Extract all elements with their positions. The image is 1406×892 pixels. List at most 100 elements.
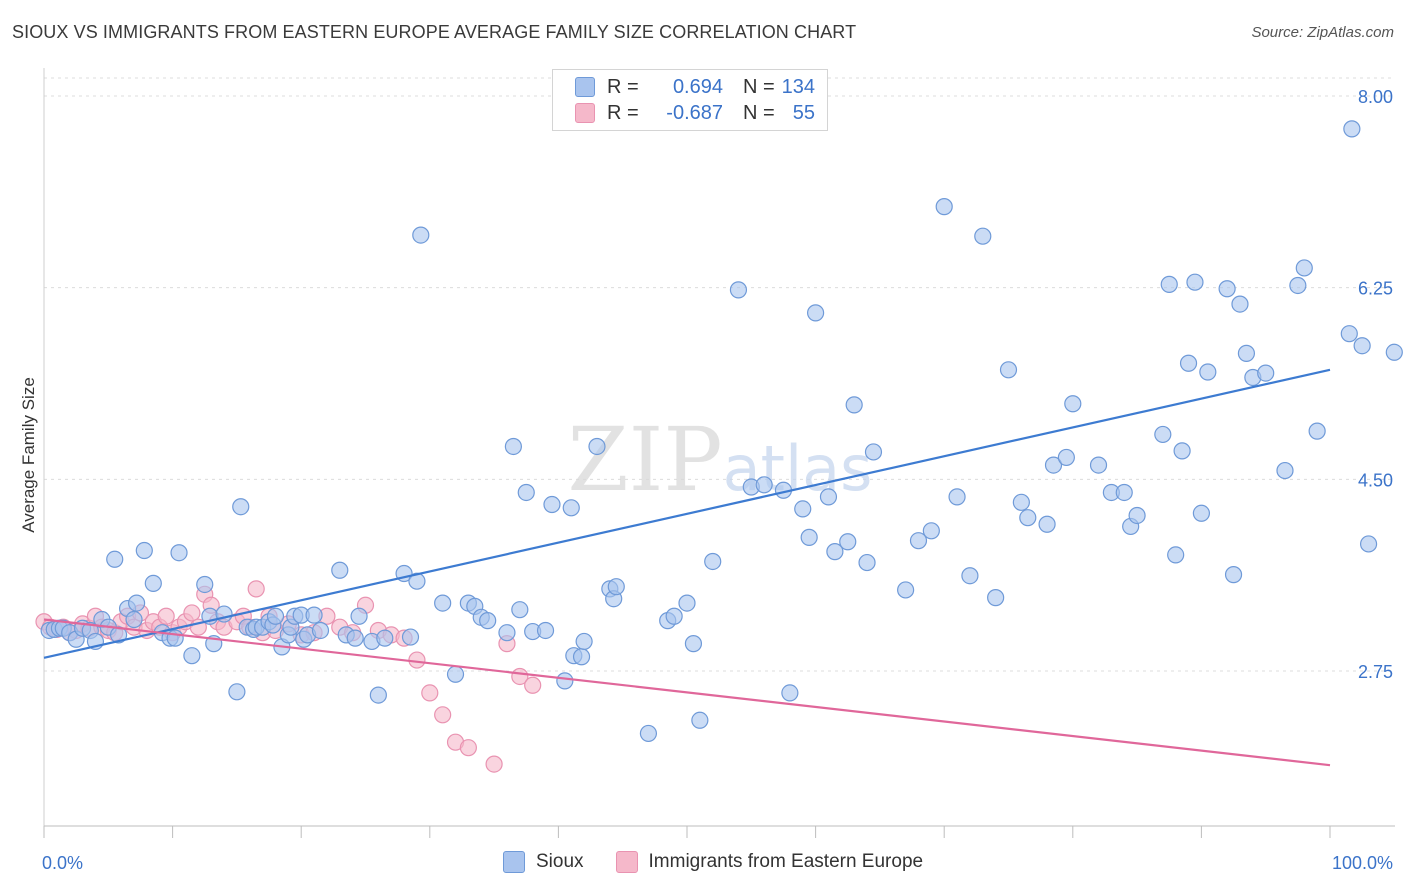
point-sioux[interactable] — [999, 361, 1018, 379]
point-sioux[interactable] — [543, 495, 561, 514]
point-sioux[interactable] — [704, 552, 722, 571]
point-sioux[interactable] — [974, 227, 992, 245]
point-eastern-europe[interactable] — [421, 684, 439, 702]
point-sioux[interactable] — [1224, 566, 1243, 584]
point-sioux[interactable] — [1167, 546, 1185, 564]
point-eastern-europe[interactable] — [459, 739, 477, 757]
point-sioux[interactable] — [935, 198, 953, 216]
point-sioux[interactable] — [1237, 344, 1256, 362]
point-sioux[interactable] — [864, 443, 883, 461]
point-sioux[interactable] — [1343, 120, 1361, 138]
point-sioux[interactable] — [350, 607, 368, 625]
point-sioux[interactable] — [498, 624, 516, 642]
point-sioux[interactable] — [1199, 363, 1217, 381]
point-sioux[interactable] — [331, 561, 349, 579]
point-sioux[interactable] — [678, 594, 696, 612]
point-sioux[interactable] — [412, 226, 430, 244]
point-sioux[interactable] — [109, 626, 128, 644]
point-sioux[interactable] — [183, 647, 201, 665]
point-sioux[interactable] — [1160, 275, 1178, 293]
point-sioux[interactable] — [909, 532, 928, 550]
point-eastern-europe[interactable] — [485, 755, 503, 773]
point-sioux[interactable] — [1173, 442, 1191, 460]
point-sioux[interactable] — [376, 629, 394, 647]
point-sioux[interactable] — [684, 635, 703, 653]
point-sioux[interactable] — [125, 610, 143, 629]
point-sioux[interactable] — [826, 543, 844, 561]
point-eastern-europe[interactable] — [183, 604, 201, 622]
point-sioux[interactable] — [639, 724, 658, 743]
point-sioux[interactable] — [1154, 425, 1172, 444]
point-sioux[interactable] — [948, 488, 966, 506]
point-sioux[interactable] — [1057, 448, 1075, 467]
point-sioux[interactable] — [987, 589, 1005, 607]
point-sioux[interactable] — [665, 607, 683, 625]
legend-item-sioux[interactable]: Sioux — [503, 851, 584, 873]
point-eastern-europe[interactable] — [247, 580, 265, 598]
point-sioux[interactable] — [961, 567, 979, 585]
point-eastern-europe[interactable] — [434, 706, 452, 724]
point-sioux[interactable] — [266, 607, 285, 625]
point-sioux[interactable] — [819, 488, 838, 506]
point-sioux[interactable] — [311, 621, 330, 640]
point-sioux[interactable] — [170, 544, 188, 562]
point-sioux[interactable] — [1295, 259, 1313, 277]
point-sioux[interactable] — [1276, 461, 1294, 480]
point-sioux[interactable] — [562, 499, 580, 517]
point-sioux[interactable] — [755, 476, 773, 494]
point-sioux[interactable] — [806, 304, 825, 322]
point-sioux[interactable] — [196, 575, 214, 594]
point-sioux[interactable] — [127, 594, 146, 612]
point-sioux[interactable] — [729, 281, 748, 299]
point-sioux[interactable] — [479, 612, 497, 630]
point-sioux[interactable] — [1128, 506, 1146, 525]
point-sioux[interactable] — [1353, 337, 1371, 355]
point-sioux[interactable] — [794, 500, 812, 518]
point-sioux[interactable] — [1385, 343, 1403, 361]
point-eastern-europe[interactable] — [157, 607, 175, 625]
point-sioux[interactable] — [1044, 456, 1063, 474]
point-sioux[interactable] — [1179, 354, 1198, 372]
point-sioux[interactable] — [446, 665, 465, 683]
point-sioux[interactable] — [166, 629, 184, 647]
point-sioux[interactable] — [369, 686, 387, 704]
point-sioux[interactable] — [839, 533, 857, 551]
point-sioux[interactable] — [1257, 364, 1275, 382]
point-sioux[interactable] — [800, 528, 818, 546]
point-sioux[interactable] — [1308, 422, 1326, 440]
point-sioux[interactable] — [1231, 295, 1249, 313]
legend-item-eastern-europe[interactable]: Immigrants from Eastern Europe — [615, 851, 923, 873]
point-sioux[interactable] — [691, 711, 709, 729]
point-sioux[interactable] — [144, 574, 162, 592]
point-sioux[interactable] — [1289, 276, 1307, 295]
point-sioux[interactable] — [1089, 456, 1108, 474]
point-sioux[interactable] — [135, 541, 153, 560]
point-sioux[interactable] — [1359, 535, 1378, 553]
point-sioux[interactable] — [232, 498, 250, 516]
point-sioux[interactable] — [1192, 504, 1211, 522]
point-sioux[interactable] — [1064, 395, 1082, 413]
point-sioux[interactable] — [434, 594, 452, 612]
point-eastern-europe[interactable] — [524, 676, 542, 694]
point-sioux[interactable] — [536, 621, 555, 640]
point-sioux[interactable] — [575, 632, 593, 651]
point-sioux[interactable] — [1218, 280, 1236, 298]
point-sioux[interactable] — [305, 606, 323, 624]
point-sioux[interactable] — [511, 601, 529, 619]
point-sioux[interactable] — [845, 396, 863, 414]
point-sioux[interactable] — [1186, 273, 1204, 291]
point-sioux[interactable] — [556, 672, 574, 690]
point-sioux[interactable] — [346, 629, 364, 647]
point-sioux[interactable] — [408, 572, 426, 590]
point-sioux[interactable] — [922, 522, 940, 540]
point-sioux[interactable] — [517, 483, 535, 502]
point-sioux[interactable] — [1019, 509, 1037, 527]
point-sioux[interactable] — [607, 578, 625, 596]
point-sioux[interactable] — [504, 437, 522, 456]
point-sioux[interactable] — [1115, 483, 1133, 502]
point-sioux[interactable] — [588, 437, 606, 456]
point-sioux[interactable] — [228, 683, 246, 701]
point-sioux[interactable] — [1038, 515, 1056, 533]
point-sioux[interactable] — [858, 553, 876, 572]
point-sioux[interactable] — [572, 648, 591, 666]
